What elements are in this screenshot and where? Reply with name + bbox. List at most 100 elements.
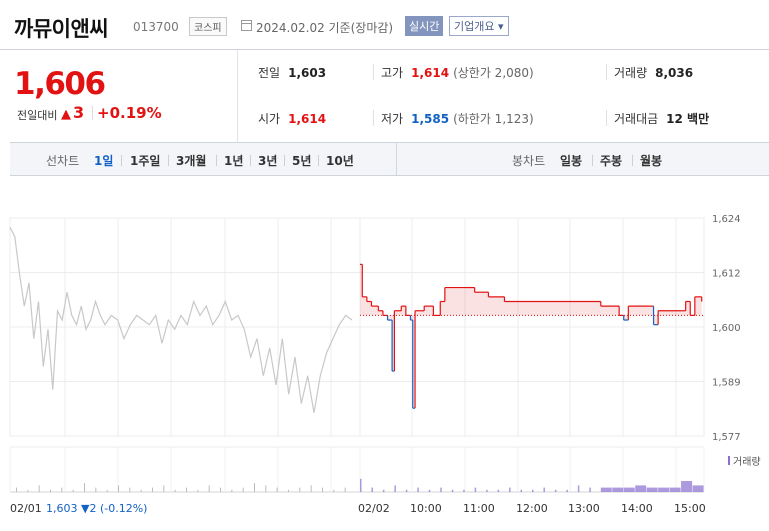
x-tick-label: 02/01 xyxy=(10,502,42,515)
volume-bar-prev xyxy=(265,485,267,492)
change-value: 3 xyxy=(73,103,85,122)
volume-legend-label: 거래량 xyxy=(733,456,761,468)
volume-bar-today xyxy=(646,487,658,492)
line-chart-label: 선차트 xyxy=(46,154,80,168)
price-chart: 1,624 1,612 1,600 1,589 1,577 거래량 02/01 02/02 10… xyxy=(9,214,761,515)
x-tick-label: 11:00 xyxy=(463,502,495,515)
quote-label: 거래량 xyxy=(614,66,648,80)
change-percent: +0.19% xyxy=(97,104,162,122)
volume-bar-today xyxy=(360,478,362,492)
prev-day-line xyxy=(9,227,353,413)
quote-value: 1,585 xyxy=(411,112,450,126)
volume-bar-prev xyxy=(208,485,210,492)
volume-bar-today xyxy=(474,487,477,492)
tab-period-3y[interactable]: 3년 xyxy=(258,154,278,168)
volume-bar-prev xyxy=(118,485,119,492)
tab-period-1d[interactable]: 1일 xyxy=(94,154,114,168)
volume-bar-today xyxy=(577,485,580,492)
volume-bar-today xyxy=(681,481,693,492)
volume-bar-today xyxy=(417,487,419,492)
volume-bar-today xyxy=(600,487,612,492)
x-tick-label: 12:00 xyxy=(516,502,548,515)
y-tick-label: 1,600 xyxy=(712,323,741,334)
volume-bar-prev xyxy=(344,487,346,492)
volume-bar-prev xyxy=(197,489,199,492)
volume-bar-today xyxy=(509,487,511,492)
volume-bar-prev xyxy=(333,489,335,492)
volume-bar-today xyxy=(405,489,408,492)
company-name: 까뮤이앤씨 xyxy=(14,17,109,41)
volume-bar-today xyxy=(566,489,568,492)
divider xyxy=(632,155,633,166)
divider xyxy=(606,110,607,126)
company-info-dropdown[interactable]: 기업개요 ▾ xyxy=(449,16,509,36)
volume-bar-today xyxy=(394,485,396,492)
stock-header: 까뮤이앤씨 013700 코스피 2024.02.02 기준(장마감) 실시간 … xyxy=(0,0,769,50)
divider xyxy=(373,110,374,126)
volume-bar-prev xyxy=(152,487,153,492)
divider xyxy=(318,155,319,166)
volume-bar-today xyxy=(543,487,545,492)
volume-bar-today xyxy=(486,489,488,492)
tab-candle-monthly[interactable]: 월봉 xyxy=(640,154,663,168)
quote-prev-close: 전일 1,603 xyxy=(258,64,326,81)
volume-bar-prev xyxy=(72,489,74,492)
quote-volume: 거래량 8,036 xyxy=(614,64,693,81)
volume-bar-today xyxy=(623,487,635,492)
volume-bar-prev xyxy=(38,485,40,492)
volume-bar-today xyxy=(658,487,670,492)
quote-label: 고가 xyxy=(381,66,404,80)
y-tick-label: 1,577 xyxy=(712,432,741,443)
volume-bar-prev xyxy=(95,487,97,492)
divider xyxy=(606,64,607,80)
volume-bar-today xyxy=(451,489,454,492)
realtime-button[interactable]: 실시간 xyxy=(405,16,444,36)
volume-bar-today xyxy=(554,489,557,492)
volume-bar-prev xyxy=(231,489,233,492)
volume-bar-prev xyxy=(322,487,323,492)
tab-period-1w[interactable]: 1주일 xyxy=(130,154,161,168)
volume-bar-today xyxy=(532,489,534,492)
divider xyxy=(284,155,285,166)
divider xyxy=(168,155,169,166)
divider xyxy=(121,155,122,166)
tab-period-1y[interactable]: 1년 xyxy=(224,154,244,168)
volume-bar-prev xyxy=(129,487,131,492)
quote-low: 저가 1,585 (하한가 1,123) xyxy=(381,110,534,127)
current-price: 1,606 xyxy=(14,66,106,102)
tab-period-3m[interactable]: 3개월 xyxy=(176,154,207,168)
y-tick-label: 1,589 xyxy=(712,378,741,389)
quote-label: 시가 xyxy=(258,112,281,126)
volume-bar-today xyxy=(440,487,442,492)
tab-period-10y[interactable]: 10년 xyxy=(326,154,354,168)
tab-period-5y[interactable]: 5년 xyxy=(292,154,312,168)
volume-legend-swatch xyxy=(728,456,730,465)
x-tick-label: 15:00 xyxy=(674,502,706,515)
price-panel: 1,606 전일대비 ▲ 3 +0.19% xyxy=(0,50,238,142)
up-arrow-icon: ▲ xyxy=(61,107,71,122)
divider xyxy=(250,155,251,166)
base-date: 2024.02.02 기준(장마감) xyxy=(256,21,394,35)
volume-bar-prev xyxy=(299,487,301,492)
tab-candle-daily[interactable]: 일봉 xyxy=(560,154,583,168)
volume-bar-today xyxy=(371,487,373,492)
y-tick-label: 1,624 xyxy=(712,214,741,225)
x-tick-label: 10:00 xyxy=(410,502,442,515)
volume-bar-prev xyxy=(163,485,165,492)
divider xyxy=(396,143,397,175)
volume-bar-prev xyxy=(254,483,255,492)
divider xyxy=(373,64,374,80)
market-badge: 코스피 xyxy=(189,17,227,36)
stock-code: 013700 xyxy=(133,20,179,34)
y-tick-label: 1,612 xyxy=(712,269,741,280)
volume-bar-today xyxy=(497,489,500,492)
lower-limit: (하한가 1,123) xyxy=(453,112,534,126)
volume-bar-prev xyxy=(84,483,85,492)
upper-limit: (상한가 2,080) xyxy=(453,66,534,80)
tab-candle-weekly[interactable]: 주봉 xyxy=(600,154,623,168)
divider xyxy=(592,155,593,166)
volume-bar-prev xyxy=(50,489,51,492)
volume-bar-today xyxy=(382,489,385,492)
volume-bar-prev xyxy=(186,487,187,492)
volume-bar-prev xyxy=(288,489,289,492)
